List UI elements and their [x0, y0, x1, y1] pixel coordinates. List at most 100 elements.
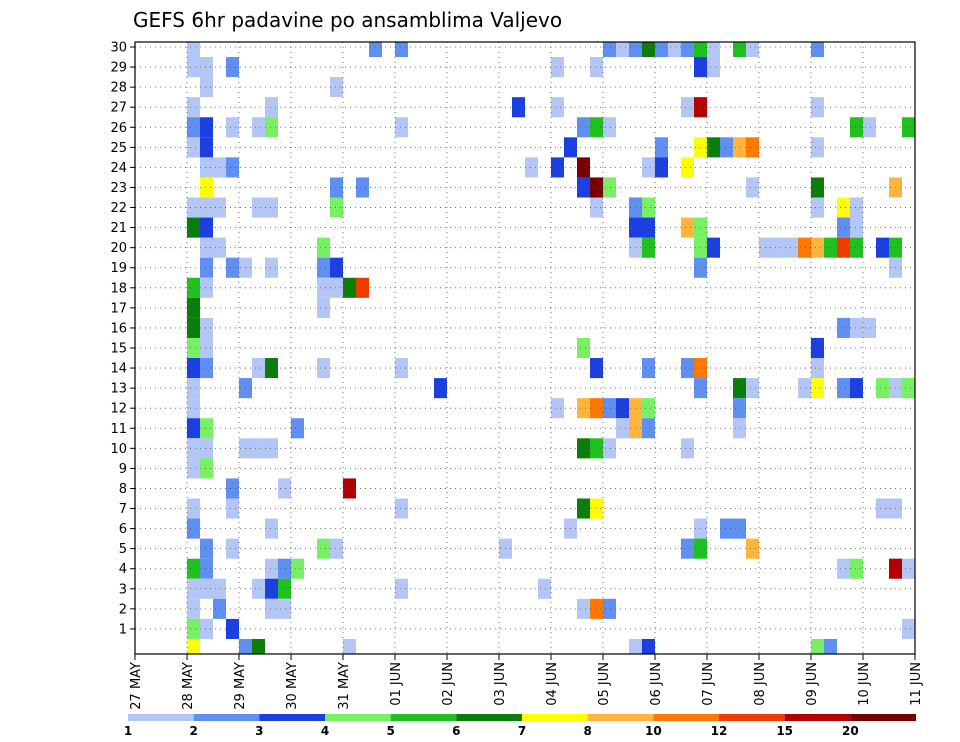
heatmap-cell	[317, 257, 330, 278]
heatmap-cell	[642, 42, 655, 58]
heatmap-cell	[577, 157, 590, 178]
heatmap-cell	[317, 538, 330, 559]
heatmap-cell	[187, 117, 200, 138]
legend-swatch	[719, 714, 785, 721]
heatmap-cell	[226, 498, 239, 519]
heatmap-cell	[278, 478, 291, 499]
heatmap-cell	[850, 197, 863, 218]
heatmap-cell	[811, 177, 824, 198]
heatmap-cell	[629, 638, 642, 654]
heatmap-cell	[681, 538, 694, 559]
legend-label: 15	[776, 724, 793, 738]
heatmap-cell	[200, 237, 213, 258]
heatmap-cell	[187, 277, 200, 298]
heatmap-cell	[681, 97, 694, 118]
x-tick-label: 30 MAY	[285, 662, 300, 710]
heatmap-cell	[551, 398, 564, 419]
heatmap-cell	[265, 257, 278, 278]
heatmap-cell	[343, 277, 356, 298]
heatmap-cell	[811, 197, 824, 218]
heatmap-cell	[330, 197, 343, 218]
legend-label: 6	[452, 724, 460, 738]
legend-swatch	[456, 714, 522, 721]
heatmap-cell	[265, 97, 278, 118]
x-tick-label: 03 JUN	[493, 662, 508, 706]
heatmap-cell	[642, 157, 655, 178]
heatmap-cell	[642, 358, 655, 379]
heatmap-cell	[876, 378, 889, 399]
y-tick-label: 25	[110, 141, 127, 156]
y-tick-label: 26	[110, 121, 127, 136]
heatmap-cell	[226, 57, 239, 78]
x-tick-label: 31 MAY	[337, 662, 352, 710]
legend-label: 20	[842, 724, 859, 738]
heatmap-cell	[811, 137, 824, 158]
heatmap-cell	[694, 42, 707, 58]
heatmap-cell	[876, 498, 889, 519]
heatmap-cell	[811, 237, 824, 258]
y-tick-label: 12	[110, 402, 127, 417]
heatmap-cell	[772, 237, 785, 258]
chart-title: GEFS 6hr padavine po ansamblima Valjevo	[133, 8, 562, 32]
heatmap-cell	[551, 97, 564, 118]
y-tick-label: 27	[110, 101, 127, 116]
y-tick-label: 17	[110, 301, 127, 316]
heatmap-cell	[330, 277, 343, 298]
color-legend: 1 2 3 4 5 6 7 8 10 12 15 20	[124, 714, 916, 738]
heatmap-cell	[200, 77, 213, 98]
heatmap-cell	[603, 117, 616, 138]
heatmap-cell	[798, 237, 811, 258]
heatmap-cell	[200, 217, 213, 238]
y-tick-label: 4	[119, 562, 127, 577]
heatmap-cell	[187, 618, 200, 639]
heatmap-cell	[252, 638, 265, 654]
heatmap-cell	[863, 117, 876, 138]
heatmap-cell	[187, 598, 200, 619]
legend-swatch	[128, 714, 194, 721]
legend-swatch	[325, 714, 391, 721]
legend-label: 4	[321, 724, 329, 738]
heatmap-cell	[213, 197, 226, 218]
y-tick-label: 5	[119, 542, 127, 557]
heatmap-cell	[200, 177, 213, 198]
grid-lines	[135, 42, 915, 654]
heatmap-cell	[252, 438, 265, 459]
heatmap-cell	[577, 117, 590, 138]
heatmap-cell	[850, 237, 863, 258]
heatmap-cell	[577, 177, 590, 198]
legend-swatch	[193, 714, 260, 721]
y-tick-label: 13	[110, 382, 127, 397]
legend-label: 10	[645, 724, 662, 738]
heatmap-cell	[200, 558, 213, 579]
heatmap-cell	[642, 217, 655, 238]
heatmap-cell	[200, 257, 213, 278]
heatmap-cell	[577, 498, 590, 519]
y-tick-label: 18	[110, 281, 127, 296]
heatmap-cell	[330, 177, 343, 198]
heatmap-cell	[265, 578, 278, 599]
heatmap-cell	[252, 197, 265, 218]
heatmap-cell	[577, 438, 590, 459]
heatmap-cell	[265, 518, 278, 539]
y-tick-label: 1	[119, 622, 127, 637]
heatmap-cell	[707, 237, 720, 258]
heatmap-cell	[330, 77, 343, 98]
heatmap-cell	[863, 317, 876, 338]
heatmap-cell	[200, 458, 213, 479]
heatmap-cell	[200, 538, 213, 559]
y-tick-label: 6	[119, 522, 127, 537]
heatmap-cell	[291, 418, 304, 439]
heatmap-cell	[200, 117, 213, 138]
heatmap-cell	[226, 257, 239, 278]
heatmap-cell	[811, 378, 824, 399]
heatmap-cell	[187, 438, 200, 459]
heatmap-cell	[707, 57, 720, 78]
heatmap-cell	[187, 137, 200, 158]
y-tick-label: 15	[110, 342, 127, 357]
heatmap-cell	[707, 42, 720, 58]
heatmap-cell	[200, 197, 213, 218]
heatmap-cell	[746, 42, 759, 58]
x-tick-label: 27 MAY	[129, 662, 144, 710]
heatmap-cell	[252, 358, 265, 379]
